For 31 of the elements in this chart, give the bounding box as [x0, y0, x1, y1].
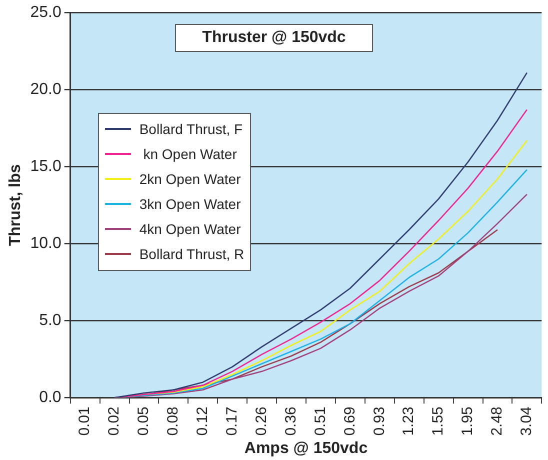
y-tick-label: 25.0: [30, 4, 62, 22]
legend-label: Bollard Thrust, F: [139, 121, 243, 138]
x-tick-label: 0.01: [76, 406, 94, 436]
x-tick-label: 0.12: [194, 406, 212, 436]
y-tick-label: 15.0: [30, 158, 62, 176]
x-tick-label: 1.95: [459, 406, 476, 436]
legend-label: 3kn Open Water: [139, 196, 241, 212]
y-axis-title: Thrust, lbs: [7, 164, 24, 246]
y-tick-label: 20.0: [30, 81, 62, 98]
x-tick-label: 0.26: [252, 406, 270, 436]
x-axis-title: Amps @ 150vdc: [244, 440, 368, 457]
legend-label: kn Open Water: [142, 146, 237, 162]
x-tick-label: 3.04: [518, 406, 536, 436]
legend-label: Bollard Thrust, R: [139, 246, 244, 262]
x-tick-label: 0.17: [224, 406, 240, 436]
x-tick-label: 0.93: [370, 406, 388, 436]
x-tick-label: 2.48: [488, 406, 506, 436]
y-tick-label: 5.0: [39, 312, 62, 330]
y-tick-label: 10.0: [30, 235, 62, 252]
x-tick-label: 1.55: [430, 406, 447, 436]
x-tick-label: 0.02: [106, 406, 123, 436]
x-tick-label: 1.23: [400, 406, 418, 436]
x-tick-label: 0.36: [282, 406, 300, 436]
x-tick-label: 0.69: [341, 406, 358, 436]
y-tick-label: 0.0: [39, 389, 62, 406]
legend-label: 4kn Open Water: [139, 221, 241, 238]
x-tick-label: 0.08: [164, 406, 182, 436]
legend-label: 2kn Open Water: [139, 171, 241, 188]
x-tick-label: 0.05: [135, 406, 152, 436]
title-box: Thruster @ 150vdc: [175, 24, 373, 52]
x-tick-label: 0.51: [312, 406, 329, 436]
